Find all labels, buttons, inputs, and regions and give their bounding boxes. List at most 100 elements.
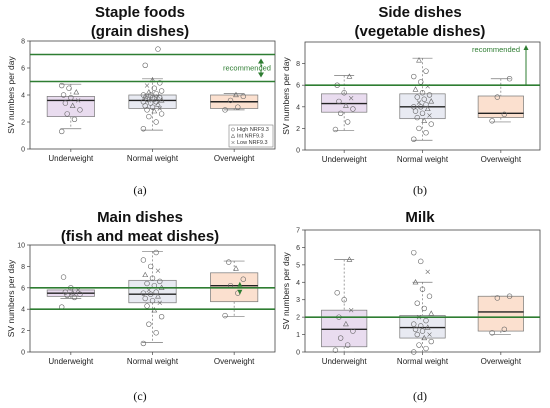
y-tick-label: 4 bbox=[21, 307, 25, 314]
data-point bbox=[341, 90, 347, 96]
data-point bbox=[240, 93, 246, 100]
y-tick-label: 6 bbox=[21, 285, 25, 292]
data-point bbox=[428, 338, 434, 345]
data-point bbox=[489, 118, 495, 124]
y-tick-label: 0 bbox=[296, 148, 300, 155]
data-point bbox=[158, 313, 165, 320]
x-category-label: Normal weight bbox=[397, 155, 449, 164]
data-point bbox=[233, 91, 239, 98]
y-tick-label: 1 bbox=[296, 332, 300, 339]
data-point bbox=[337, 110, 344, 116]
data-point bbox=[416, 100, 422, 105]
y-tick-label: 6 bbox=[296, 245, 300, 252]
data-point bbox=[423, 130, 429, 136]
data-point bbox=[140, 92, 147, 98]
data-point bbox=[334, 290, 340, 296]
data-point bbox=[158, 111, 165, 117]
data-point bbox=[350, 106, 356, 112]
data-point bbox=[501, 326, 508, 333]
data-point bbox=[140, 340, 147, 347]
data-point bbox=[142, 62, 148, 69]
data-point bbox=[343, 320, 349, 327]
y-axis-label: SV numbers per day bbox=[281, 252, 291, 330]
data-point bbox=[348, 307, 354, 313]
data-point bbox=[140, 257, 147, 263]
y-tick-label: 2 bbox=[21, 328, 25, 335]
data-point bbox=[421, 305, 427, 312]
arrow-up-icon bbox=[258, 58, 264, 64]
data-point bbox=[59, 128, 65, 135]
arrow-down-icon bbox=[258, 72, 264, 78]
y-axis-label: SV numbers per day bbox=[281, 57, 291, 135]
y-tick-label: 7 bbox=[296, 228, 300, 235]
panel-main-dishes: Main dishes (fish and meat dishes) 0 2 4 6 8… bbox=[6, 209, 276, 403]
chart-title-line-2: (fish and meat dishes) bbox=[61, 228, 219, 245]
data-point bbox=[240, 276, 246, 282]
data-point bbox=[68, 94, 74, 101]
data-point bbox=[424, 105, 431, 112]
data-point bbox=[411, 321, 417, 327]
y-tick-label: 6 bbox=[296, 83, 300, 90]
box bbox=[399, 315, 446, 339]
chart-title-line-1: Milk bbox=[405, 209, 435, 226]
data-point bbox=[411, 136, 417, 142]
legend-circle-icon bbox=[231, 127, 235, 132]
data-point bbox=[411, 249, 417, 256]
data-point bbox=[341, 297, 347, 303]
data-point bbox=[157, 300, 162, 305]
data-point bbox=[222, 312, 228, 319]
y-tick-label: 8 bbox=[21, 264, 25, 271]
data-point bbox=[344, 342, 351, 348]
legend-entry: Int NRF9.3 bbox=[237, 134, 264, 140]
data-point bbox=[414, 114, 420, 121]
y-tick-label: 2 bbox=[21, 120, 25, 127]
data-point bbox=[423, 317, 429, 324]
data-point bbox=[149, 275, 156, 281]
data-point bbox=[425, 269, 430, 275]
arrow-up-icon bbox=[237, 281, 243, 287]
legend-cross-icon bbox=[231, 140, 235, 145]
data-point bbox=[494, 295, 501, 301]
data-point bbox=[140, 126, 147, 132]
data-point bbox=[421, 334, 428, 341]
data-point bbox=[144, 303, 150, 309]
x-category-label: Underweight bbox=[48, 357, 94, 366]
y-tick-label: 0 bbox=[21, 147, 25, 154]
y-tick-label: 3 bbox=[296, 297, 300, 304]
legend-triangle-icon bbox=[230, 133, 236, 138]
data-point bbox=[423, 101, 429, 108]
data-point bbox=[140, 99, 147, 105]
panel-staple-foods: Staple foods (grain dishes) 0 2 4 6 8 SV numb… bbox=[6, 4, 276, 197]
data-point bbox=[227, 97, 234, 104]
data-point bbox=[421, 96, 427, 102]
x-category-label: Normal weight bbox=[397, 357, 449, 366]
data-point bbox=[142, 271, 149, 278]
data-point bbox=[71, 116, 78, 123]
data-point bbox=[75, 287, 81, 293]
data-point bbox=[412, 326, 419, 333]
data-point bbox=[140, 290, 147, 296]
data-point bbox=[419, 90, 426, 96]
y-tick-label: 10 bbox=[17, 243, 25, 250]
data-point bbox=[153, 249, 159, 256]
y-tick-label: 4 bbox=[296, 280, 300, 287]
data-point bbox=[157, 94, 163, 101]
data-point bbox=[418, 258, 424, 265]
panel-label: (d) bbox=[413, 389, 427, 403]
data-point bbox=[427, 113, 432, 118]
x-category-label: Overweight bbox=[214, 357, 255, 366]
data-point bbox=[69, 289, 76, 296]
chart-title-line-1: Side dishes bbox=[378, 4, 461, 21]
data-point bbox=[343, 102, 349, 108]
data-point bbox=[337, 335, 344, 341]
x-category-label: Normal weight bbox=[127, 154, 179, 163]
data-point bbox=[235, 104, 241, 110]
x-category-label: Overweight bbox=[214, 154, 255, 163]
recommended-annotation: recommended bbox=[472, 45, 520, 54]
legend-entry: Low NRF9.3 bbox=[237, 140, 268, 146]
x-category-label: Underweight bbox=[48, 154, 94, 163]
data-point bbox=[428, 98, 435, 104]
data-point bbox=[426, 92, 433, 98]
data-point bbox=[412, 279, 419, 285]
